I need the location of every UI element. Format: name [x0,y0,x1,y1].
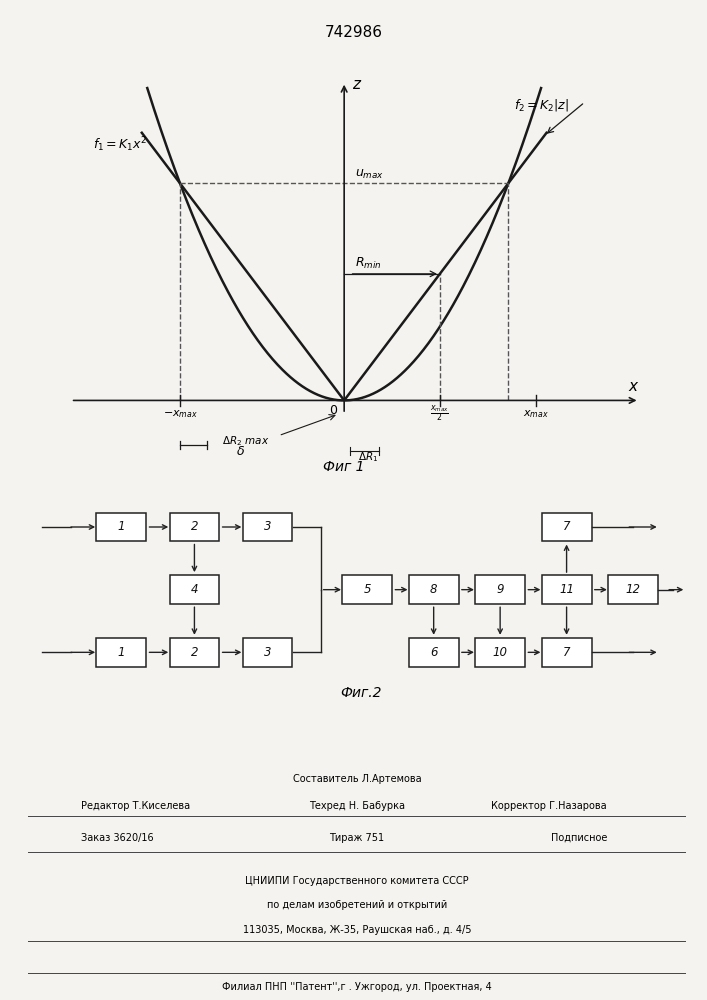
Bar [475,638,525,667]
Text: Составитель Л.Артемова: Составитель Л.Артемова [293,774,421,784]
Text: $\Delta R_2\ max$: $\Delta R_2\ max$ [222,434,269,448]
Text: 3: 3 [264,646,271,659]
Text: Подписное: Подписное [551,833,607,843]
Bar [170,638,219,667]
Bar [409,638,459,667]
Text: $f_2=K_2|z|$: $f_2=K_2|z|$ [514,97,569,113]
Text: 3: 3 [264,520,271,534]
Text: 4: 4 [191,583,198,596]
Text: $R_{min}$: $R_{min}$ [355,256,382,271]
Text: $\delta$: $\delta$ [235,445,245,458]
Text: Техред Н. Бабурка: Техред Н. Бабурка [309,801,405,811]
Text: 1: 1 [117,646,125,659]
Text: Редактор Т.Киселева: Редактор Т.Киселева [81,801,190,811]
Text: 11: 11 [559,583,574,596]
Text: $u_{max}$: $u_{max}$ [355,168,384,181]
Text: 1: 1 [117,520,125,534]
Text: $f_1=K_1 x^2$: $f_1=K_1 x^2$ [93,136,147,154]
Bar [170,575,219,604]
Text: 7: 7 [563,520,571,534]
Text: $z$: $z$ [352,77,362,92]
Bar [475,575,525,604]
Text: 742986: 742986 [325,25,382,40]
Text: Фиг 1: Фиг 1 [323,460,365,474]
Text: 2: 2 [191,646,198,659]
Bar [542,575,592,604]
Bar [409,575,459,604]
Text: 5: 5 [363,583,371,596]
Text: $\frac{x_{max}}{2}$: $\frac{x_{max}}{2}$ [431,404,450,424]
Text: $x$: $x$ [629,379,640,394]
Bar [342,575,392,604]
Text: 113035, Москва, Ж-35, Раушская наб., д. 4/5: 113035, Москва, Ж-35, Раушская наб., д. … [243,925,472,935]
Text: Фиг.2: Фиг.2 [340,686,381,700]
Text: 8: 8 [430,583,438,596]
Bar [542,638,592,667]
Text: ЦНИИПИ Государственного комитета СССР: ЦНИИПИ Государственного комитета СССР [245,876,469,886]
Text: Заказ 3620/16: Заказ 3620/16 [81,833,153,843]
Text: по делам изобретений и открытий: по делам изобретений и открытий [267,900,447,910]
Text: 2: 2 [191,520,198,534]
Text: $x_{max}$: $x_{max}$ [522,409,549,420]
Text: 10: 10 [493,646,508,659]
Text: 0: 0 [329,404,337,417]
Bar [243,638,293,667]
Bar [243,513,293,541]
Text: 6: 6 [430,646,438,659]
Text: 12: 12 [626,583,641,596]
Bar [96,513,146,541]
Text: 7: 7 [563,646,571,659]
Bar [608,575,658,604]
Text: Филиал ПНП ''Патент'',г . Ужгород, ул. Проектная, 4: Филиал ПНП ''Патент'',г . Ужгород, ул. П… [222,982,492,992]
Text: Тираж 751: Тираж 751 [329,833,385,843]
Text: 9: 9 [496,583,504,596]
Text: $\Delta R_1$: $\Delta R_1$ [358,450,378,464]
Bar [170,513,219,541]
Text: Корректор Г.Назарова: Корректор Г.Назарова [491,801,607,811]
Bar [542,513,592,541]
Text: $-x_{max}$: $-x_{max}$ [163,409,197,420]
Bar [96,638,146,667]
